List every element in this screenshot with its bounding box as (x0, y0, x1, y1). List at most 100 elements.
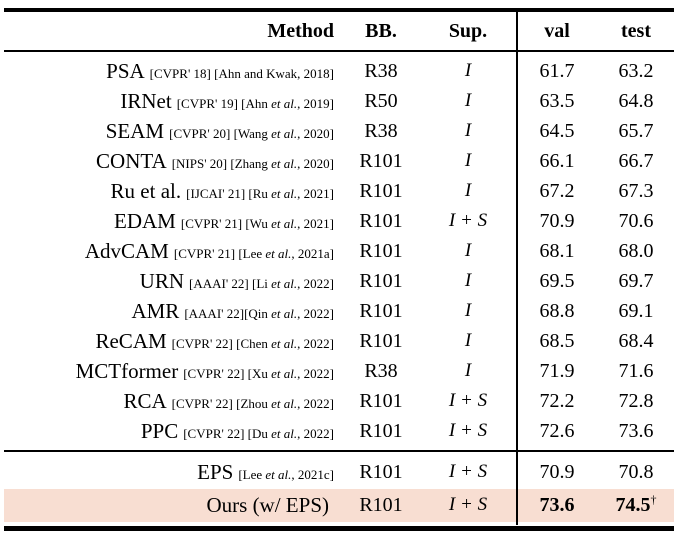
test-score: 68.4 (618, 329, 654, 352)
val-score: 61.7 (539, 59, 575, 82)
test-score-cell: 66.7 (598, 150, 674, 173)
method-citation: [CVPR' 22] [Zhou et al., 2022] (171, 395, 334, 411)
backbone-cell: R38 (364, 359, 398, 382)
table-row: MCTformer [CVPR' 22] [Xu et al., 2022] R38… (4, 356, 674, 386)
method-citation: [NIPS' 20] [Zhang et al., 2020] (171, 155, 334, 171)
val-score-cell: 61.7 (516, 60, 598, 83)
method-cell: PSA [CVPR' 18] [Ahn and Kwak, 2018] (4, 59, 342, 84)
supervision-cell: I (464, 360, 472, 381)
test-score-cell: 67.3 (598, 180, 674, 203)
supervision-cell: I (464, 270, 472, 291)
val-score: 69.5 (539, 269, 575, 292)
method-cell: SEAM [CVPR' 20] [Wang et al., 2020] (4, 119, 342, 144)
supervision-cell: I (464, 90, 472, 111)
test-score-cell: 73.6 (598, 420, 674, 443)
supervision-cell: I (464, 330, 472, 351)
val-score: 68.1 (539, 239, 575, 262)
table-header-row: Method BB. Sup. val test (4, 12, 674, 50)
table-row: Ru et al. [IJCAI' 21] [Ru et al., 2021] R1… (4, 176, 674, 206)
test-score-cell: 74.5† (598, 493, 674, 517)
table-row: AdvCAM [CVPR' 21] [Lee et al., 2021a] R101… (4, 236, 674, 266)
col-header-supervision: Sup. (448, 19, 488, 42)
method-cell: RCA [CVPR' 22] [Zhou et al., 2022] (4, 389, 342, 414)
table-row: PPC [CVPR' 22] [Du et al., 2022] R101 I + S… (4, 416, 674, 446)
test-score-cell: 63.2 (598, 60, 674, 83)
table-row: RCA [CVPR' 22] [Zhou et al., 2022] R101 I +… (4, 386, 674, 416)
val-score-cell: 70.9 (516, 461, 598, 484)
method-name: EPS (197, 459, 234, 484)
test-score: 64.8 (618, 89, 654, 112)
method-citation: [CVPR' 22] [Chen et al., 2022] (171, 335, 334, 351)
method-cell: MCTformer [CVPR' 22] [Xu et al., 2022] (4, 359, 342, 384)
table-row: CONTA [NIPS' 20] [Zhang et al., 2020] R101… (4, 146, 674, 176)
table-row: EDAM [CVPR' 21] [Wu et al., 2021] R101 I + … (4, 206, 674, 236)
method-cell: Ru et al. [IJCAI' 21] [Ru et al., 2021] (4, 179, 342, 204)
test-score: 73.6 (618, 419, 654, 442)
method-name: EDAM (114, 208, 176, 233)
method-cell: AdvCAM [CVPR' 21] [Lee et al., 2021a] (4, 239, 342, 264)
method-name: MCTformer (75, 358, 179, 383)
test-score-cell: 65.7 (598, 120, 674, 143)
val-score: 72.2 (539, 389, 575, 412)
table-row: PSA [CVPR' 18] [Ahn and Kwak, 2018] R38 I 61… (4, 56, 674, 86)
val-score-cell: 66.1 (516, 150, 598, 173)
val-score-cell: 68.8 (516, 300, 598, 323)
test-score-cell: 69.7 (598, 270, 674, 293)
method-citation: [CVPR' 22] [Xu et al., 2022] (183, 365, 334, 381)
test-score: 66.7 (618, 149, 654, 172)
table-row: SEAM [CVPR' 20] [Wang et al., 2020] R38 I 64… (4, 116, 674, 146)
table-body-main: PSA [CVPR' 18] [Ahn and Kwak, 2018] R38 I 61… (4, 52, 674, 450)
val-score-cell: 63.5 (516, 90, 598, 113)
test-score: 70.8 (618, 460, 654, 483)
table-row: Ours (w/ EPS) R101 I + S 73.6 74.5† (4, 488, 674, 522)
supervision-cell: I (464, 60, 472, 81)
val-score: 63.5 (539, 89, 575, 112)
test-score-cell: 64.8 (598, 90, 674, 113)
method-name: CONTA (96, 148, 167, 173)
backbone-cell: R101 (359, 179, 403, 202)
val-score-cell: 68.1 (516, 240, 598, 263)
test-score: 70.6 (618, 209, 654, 232)
val-score: 66.1 (539, 149, 575, 172)
backbone-cell: R101 (359, 389, 403, 412)
test-score: 67.3 (618, 179, 654, 202)
method-name: IRNet (120, 88, 172, 113)
method-citation: [IJCAI' 21] [Ru et al., 2021] (186, 185, 334, 201)
table-row: URN [AAAI' 22] [Li et al., 2022] R101 I 69.5… (4, 266, 674, 296)
method-citation: [CVPR' 21] [Lee et al., 2021a] (173, 245, 334, 261)
table-row: ReCAM [CVPR' 22] [Chen et al., 2022] R101 I… (4, 326, 674, 356)
method-name: PSA (106, 58, 145, 83)
supervision-cell: I (464, 180, 472, 201)
val-score: 68.8 (539, 299, 575, 322)
val-score: 67.2 (539, 179, 575, 202)
method-cell: EDAM [CVPR' 21] [Wu et al., 2021] (4, 209, 342, 234)
method-name: Ru et al. (110, 178, 182, 203)
col-header-test: test (621, 19, 651, 42)
val-score: 73.6 (539, 493, 575, 516)
section-divider-rule (4, 450, 674, 452)
method-name: SEAM (105, 118, 165, 143)
method-cell: ReCAM [CVPR' 22] [Chen et al., 2022] (4, 329, 342, 354)
val-score: 68.5 (539, 329, 575, 352)
backbone-cell: R38 (364, 119, 398, 142)
supervision-cell: I (464, 120, 472, 141)
col-header-val: val (544, 19, 570, 42)
method-cell: AMR [AAAI' 22][Qin et al., 2022] (4, 299, 342, 324)
method-citation: [CVPR' 20] [Wang et al., 2020] (169, 125, 334, 141)
backbone-cell: R101 (359, 329, 403, 352)
val-score-cell: 68.5 (516, 330, 598, 353)
backbone-cell: R101 (359, 209, 403, 232)
supervision-cell: I (464, 150, 472, 171)
table-row: IRNet [CVPR' 19] [Ahn et al., 2019] R50 I 63… (4, 86, 674, 116)
backbone-cell: R101 (359, 269, 403, 292)
method-name: AdvCAM (84, 238, 169, 263)
backbone-cell: R101 (359, 239, 403, 262)
results-table: Method BB. Sup. val test PSA [CVPR' 18] [… (4, 8, 674, 531)
supervision-cell: I + S (448, 390, 488, 411)
table-row: AMR [AAAI' 22][Qin et al., 2022] R101 I 68.8… (4, 296, 674, 326)
val-score-cell: 71.9 (516, 360, 598, 383)
test-score: 74.5 (615, 493, 651, 516)
supervision-cell: I + S (448, 494, 488, 515)
test-score: 71.6 (618, 359, 654, 382)
method-citation: [CVPR' 19] [Ahn et al., 2019] (176, 95, 334, 111)
